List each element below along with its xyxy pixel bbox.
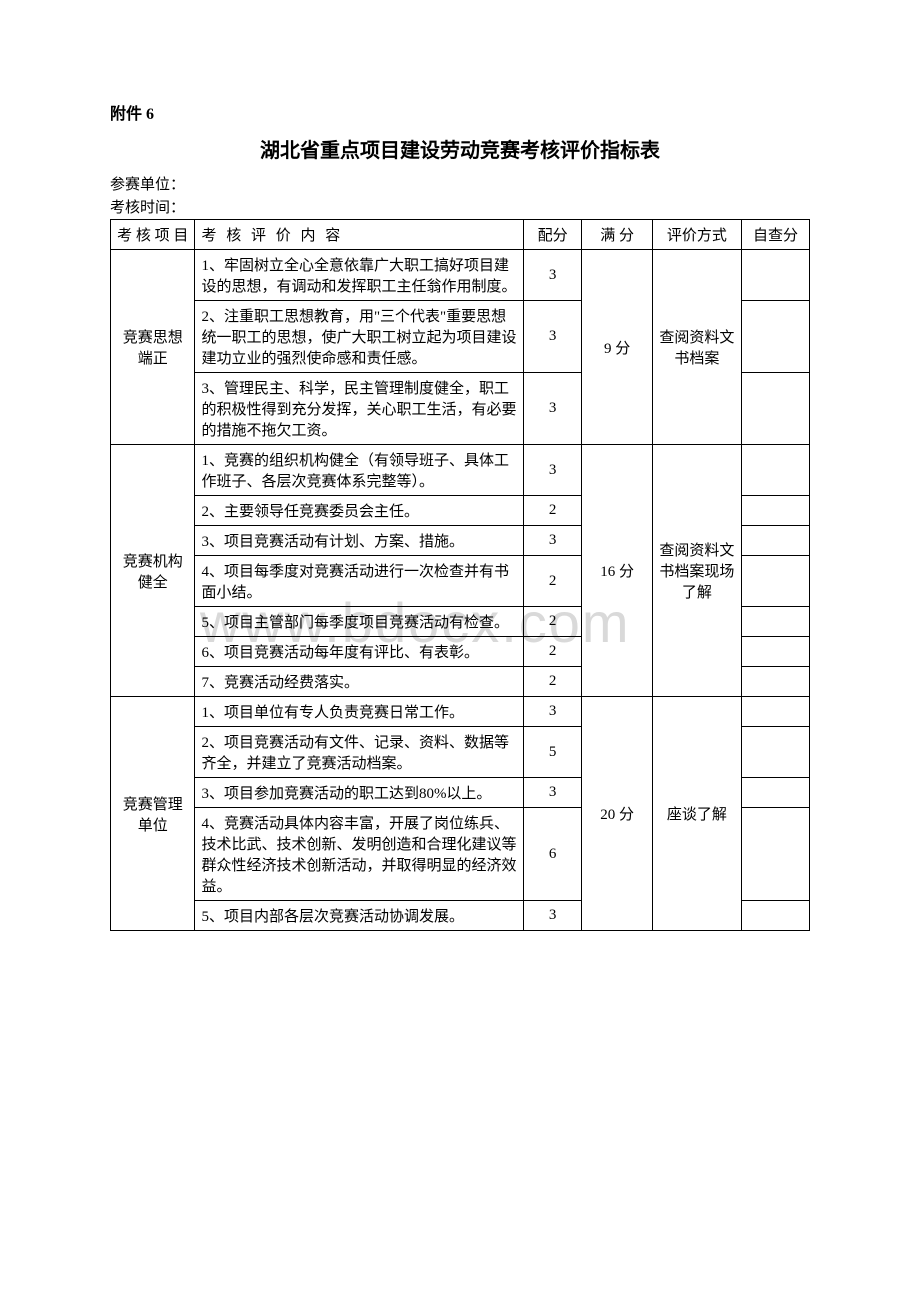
points-cell: 3 xyxy=(523,697,582,727)
content-cell: 2、主要领导任竞赛委员会主任。 xyxy=(195,496,523,526)
header-points: 配分 xyxy=(523,220,582,250)
table-row: 竞赛思想端正1、牢固树立全心全意依靠广大职工搞好项目建设的思想，有调动和发挥职工… xyxy=(111,250,810,301)
content-cell: 1、项目单位有专人负责竞赛日常工作。 xyxy=(195,697,523,727)
header-category: 考 核 项 目 xyxy=(111,220,195,250)
self-score-cell xyxy=(741,637,809,667)
points-cell: 2 xyxy=(523,637,582,667)
self-score-cell xyxy=(741,373,809,445)
method-cell: 查阅资料文书档案 xyxy=(652,250,741,445)
self-score-cell xyxy=(741,445,809,496)
self-score-cell xyxy=(741,301,809,373)
points-cell: 2 xyxy=(523,667,582,697)
self-score-cell xyxy=(741,901,809,931)
points-cell: 2 xyxy=(523,556,582,607)
page-title: 湖北省重点项目建设劳动竞赛考核评价指标表 xyxy=(110,134,810,163)
field-unit: 参赛单位： xyxy=(110,173,810,194)
self-score-cell xyxy=(741,496,809,526)
full-score-cell: 20 分 xyxy=(582,697,652,931)
self-score-cell xyxy=(741,607,809,637)
content-cell: 2、注重职工思想教育，用"三个代表"重要思想统一职工的思想，使广大职工树立起为项… xyxy=(195,301,523,373)
method-cell: 查阅资料文书档案现场了解 xyxy=(652,445,741,697)
table-header-row: 考 核 项 目 考 核 评 价 内 容 配分 满 分 评价方式 自查分 xyxy=(111,220,810,250)
method-cell: 座谈了解 xyxy=(652,697,741,931)
category-cell: 竞赛管理单位 xyxy=(111,697,195,931)
points-cell: 3 xyxy=(523,778,582,808)
content-cell: 5、项目内部各层次竞赛活动协调发展。 xyxy=(195,901,523,931)
field-time: 考核时间： xyxy=(110,196,810,217)
self-score-cell xyxy=(741,526,809,556)
content-cell: 1、牢固树立全心全意依靠广大职工搞好项目建设的思想，有调动和发挥职工主任翁作用制… xyxy=(195,250,523,301)
header-method: 评价方式 xyxy=(652,220,741,250)
self-score-cell xyxy=(741,556,809,607)
points-cell: 3 xyxy=(523,373,582,445)
header-full: 满 分 xyxy=(582,220,652,250)
points-cell: 3 xyxy=(523,250,582,301)
content-cell: 4、竞赛活动具体内容丰富，开展了岗位练兵、技术比武、技术创新、发明创造和合理化建… xyxy=(195,808,523,901)
points-cell: 2 xyxy=(523,496,582,526)
self-score-cell xyxy=(741,778,809,808)
category-cell: 竞赛机构健全 xyxy=(111,445,195,697)
table-body: 竞赛思想端正1、牢固树立全心全意依靠广大职工搞好项目建设的思想，有调动和发挥职工… xyxy=(111,250,810,931)
attachment-label: 附件 6 xyxy=(110,100,810,124)
points-cell: 5 xyxy=(523,727,582,778)
self-score-cell xyxy=(741,250,809,301)
content-cell: 4、项目每季度对竞赛活动进行一次检查并有书面小结。 xyxy=(195,556,523,607)
evaluation-table: 考 核 项 目 考 核 评 价 内 容 配分 满 分 评价方式 自查分 竞赛思想… xyxy=(110,219,810,931)
points-cell: 6 xyxy=(523,808,582,901)
header-self: 自查分 xyxy=(741,220,809,250)
points-cell: 3 xyxy=(523,526,582,556)
points-cell: 3 xyxy=(523,301,582,373)
category-cell: 竞赛思想端正 xyxy=(111,250,195,445)
content-cell: 5、项目主管部门每季度项目竞赛活动有检查。 xyxy=(195,607,523,637)
self-score-cell xyxy=(741,667,809,697)
full-score-cell: 9 分 xyxy=(582,250,652,445)
self-score-cell xyxy=(741,727,809,778)
table-row: 竞赛机构健全1、竞赛的组织机构健全（有领导班子、具体工作班子、各层次竞赛体系完整… xyxy=(111,445,810,496)
points-cell: 3 xyxy=(523,445,582,496)
content-cell: 3、管理民主、科学，民主管理制度健全，职工的积极性得到充分发挥，关心职工生活，有… xyxy=(195,373,523,445)
content-cell: 3、项目竞赛活动有计划、方案、措施。 xyxy=(195,526,523,556)
content-cell: 1、竞赛的组织机构健全（有领导班子、具体工作班子、各层次竞赛体系完整等）。 xyxy=(195,445,523,496)
header-content: 考 核 评 价 内 容 xyxy=(195,220,523,250)
self-score-cell xyxy=(741,808,809,901)
content-cell: 6、项目竞赛活动每年度有评比、有表彰。 xyxy=(195,637,523,667)
points-cell: 2 xyxy=(523,607,582,637)
table-row: 竞赛管理单位1、项目单位有专人负责竞赛日常工作。320 分座谈了解 xyxy=(111,697,810,727)
points-cell: 3 xyxy=(523,901,582,931)
content-cell: 3、项目参加竞赛活动的职工达到80%以上。 xyxy=(195,778,523,808)
content-cell: 7、竞赛活动经费落实。 xyxy=(195,667,523,697)
full-score-cell: 16 分 xyxy=(582,445,652,697)
self-score-cell xyxy=(741,697,809,727)
content-cell: 2、项目竞赛活动有文件、记录、资料、数据等齐全，并建立了竞赛活动档案。 xyxy=(195,727,523,778)
